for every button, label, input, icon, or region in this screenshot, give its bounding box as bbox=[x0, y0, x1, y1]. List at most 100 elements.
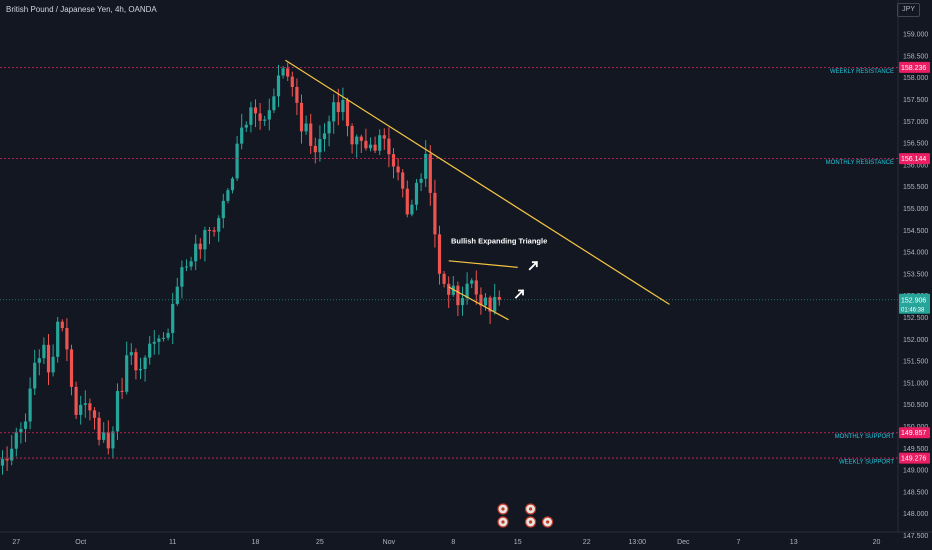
candle-body bbox=[309, 123, 313, 146]
candle-body bbox=[368, 144, 373, 149]
event-icon-dot bbox=[501, 520, 505, 524]
level-price-label: 149.857 bbox=[901, 430, 926, 437]
candle-body bbox=[424, 153, 428, 179]
level-price-tag bbox=[899, 153, 930, 165]
time-tick-label: 8 bbox=[451, 539, 455, 546]
candle-body bbox=[19, 428, 23, 433]
candle-body bbox=[474, 280, 478, 295]
candle-body bbox=[263, 119, 267, 121]
candle-body bbox=[447, 283, 451, 295]
time-tick-label: 15 bbox=[514, 539, 522, 546]
candle-body bbox=[97, 417, 101, 440]
time-tick-label: Nov bbox=[383, 539, 396, 546]
candle-body bbox=[217, 218, 221, 232]
candle-body bbox=[286, 68, 290, 77]
candle-body bbox=[336, 102, 340, 113]
candle-body bbox=[322, 133, 327, 140]
candle-body bbox=[230, 178, 235, 191]
price-tick-label: 147.500 bbox=[903, 533, 928, 540]
candle-body bbox=[180, 267, 184, 287]
price-tick-label: 157.000 bbox=[903, 119, 928, 126]
candle-body bbox=[295, 86, 299, 103]
candle-body bbox=[350, 126, 354, 145]
candle-body bbox=[60, 321, 64, 329]
candle-body bbox=[138, 368, 143, 371]
price-tick-label: 148.500 bbox=[903, 489, 928, 496]
candle-body bbox=[460, 298, 465, 306]
current-price-label: 152.906 bbox=[901, 297, 926, 304]
pattern-annotation-label: Bullish Expanding Triangle bbox=[451, 236, 547, 245]
event-icon-dot bbox=[546, 520, 550, 524]
candle-body bbox=[203, 230, 207, 250]
candle-body bbox=[115, 390, 120, 432]
time-tick-label: 22 bbox=[583, 539, 591, 546]
candle-body bbox=[221, 200, 225, 219]
price-tick-label: 153.500 bbox=[903, 271, 928, 278]
candle-body bbox=[401, 172, 405, 189]
candle-body bbox=[148, 343, 152, 358]
candle-body bbox=[0, 459, 5, 466]
candle-body bbox=[74, 386, 78, 415]
time-tick-label: 11 bbox=[169, 539, 176, 546]
candle-body bbox=[299, 102, 304, 132]
candle-body bbox=[373, 144, 377, 151]
level-name-label: MONTHLY RESISTANCE bbox=[826, 160, 894, 166]
candle-body bbox=[129, 352, 133, 356]
candle-body bbox=[157, 338, 161, 342]
candle-body bbox=[102, 432, 106, 440]
candle-body bbox=[405, 188, 409, 215]
candle-body bbox=[488, 297, 492, 312]
candle-body bbox=[364, 140, 368, 149]
trendline[interactable] bbox=[448, 260, 518, 268]
event-icon-dot bbox=[501, 507, 505, 511]
candle-body bbox=[65, 328, 69, 350]
candle-body bbox=[378, 135, 382, 151]
level-price-label: 156.144 bbox=[901, 156, 926, 163]
candle-body bbox=[14, 432, 18, 449]
candle-body bbox=[143, 357, 147, 369]
candle-body bbox=[56, 321, 60, 357]
candle-body bbox=[161, 337, 166, 339]
time-tick-label: Oct bbox=[75, 539, 86, 546]
candle-body bbox=[83, 403, 87, 405]
price-tick-label: 159.000 bbox=[903, 32, 928, 39]
candle-body bbox=[28, 388, 32, 422]
candle-body bbox=[451, 285, 455, 295]
price-tick-label: 158.000 bbox=[903, 75, 928, 82]
candle-body bbox=[465, 283, 469, 299]
candle-body bbox=[414, 182, 419, 205]
chart-title: British Pound / Japanese Yen, 4h, OANDA bbox=[6, 5, 157, 14]
level-price-tag bbox=[899, 427, 930, 439]
level-price-label: 149.276 bbox=[901, 456, 926, 463]
level-name-label: MONTHLY SUPPORT bbox=[835, 434, 895, 440]
currency-button[interactable]: JPY bbox=[897, 3, 920, 17]
candle-body bbox=[304, 123, 308, 132]
candle-body bbox=[355, 136, 359, 145]
candle-body bbox=[125, 355, 129, 392]
time-tick-label: 25 bbox=[316, 539, 324, 546]
candle-body bbox=[341, 99, 345, 113]
price-tick-label: 151.000 bbox=[903, 380, 928, 387]
price-tick-label: 150.500 bbox=[903, 402, 928, 409]
candle-body bbox=[258, 113, 262, 121]
candle-body bbox=[37, 358, 41, 363]
event-icon-dot bbox=[528, 520, 533, 524]
candle-body bbox=[134, 352, 138, 371]
candle-body bbox=[184, 266, 189, 268]
time-tick-label: 18 bbox=[252, 539, 260, 546]
candle-body bbox=[483, 297, 488, 306]
candle-body bbox=[391, 154, 396, 167]
candle-body bbox=[359, 136, 363, 141]
candle-body bbox=[88, 403, 92, 411]
candle-body bbox=[313, 145, 317, 153]
candle-body bbox=[345, 99, 350, 127]
trendline[interactable] bbox=[285, 59, 670, 305]
candle-body bbox=[276, 75, 281, 97]
candle-body bbox=[456, 285, 460, 306]
price-tick-label: 149.000 bbox=[903, 468, 928, 475]
time-tick-label: 7 bbox=[737, 539, 741, 546]
candle-body bbox=[152, 341, 156, 344]
trendline[interactable] bbox=[448, 286, 509, 321]
candle-body bbox=[207, 230, 212, 232]
